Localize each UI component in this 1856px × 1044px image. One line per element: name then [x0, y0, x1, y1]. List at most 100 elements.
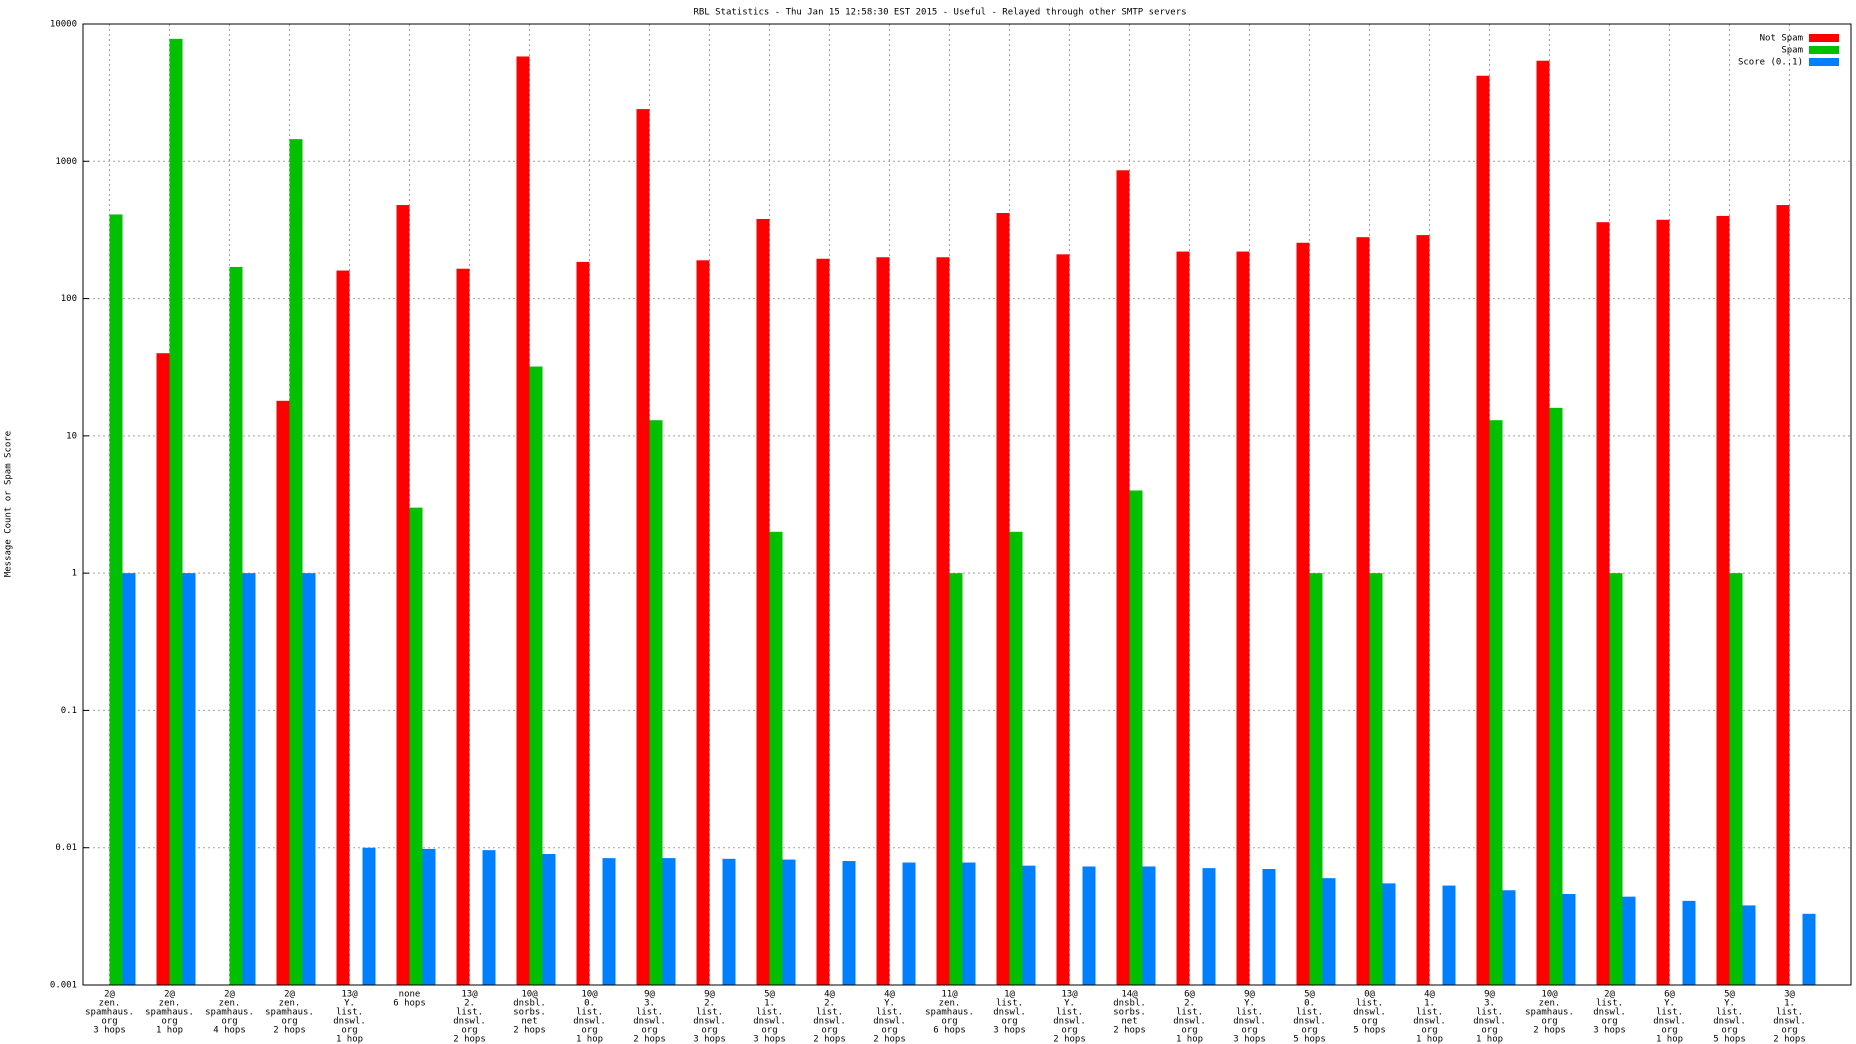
x-tick-label: org [461, 1026, 477, 1036]
bar [1382, 883, 1396, 985]
bar [242, 573, 256, 985]
bar [1009, 531, 1023, 985]
x-tick-label: 1@ [1004, 990, 1015, 1000]
bar [1022, 865, 1036, 985]
x-tick-label: zen. [99, 999, 121, 1009]
x-tick-label: list. [696, 1008, 723, 1018]
bar [1129, 490, 1143, 985]
legend-label: Not Spam [1760, 34, 1803, 44]
bar [1116, 170, 1130, 985]
bar [602, 858, 616, 985]
x-tick-label: list. [336, 1008, 363, 1018]
x-tick-label: 2. [464, 999, 475, 1009]
chart-title: RBL Statistics - Thu Jan 15 12:58:30 EST… [693, 8, 1186, 18]
bar [769, 531, 783, 985]
x-tick-label: 2 hops [633, 1035, 666, 1044]
x-tick-label: dnswl. [693, 1017, 726, 1027]
bar [782, 859, 796, 985]
bar [662, 858, 676, 985]
x-tick-label: dnswl. [1593, 1008, 1626, 1018]
x-tick-label: 1 hop [156, 1026, 183, 1036]
bar [1142, 866, 1156, 985]
x-tick-label: org [281, 1017, 297, 1027]
x-tick-label: 2 hops [873, 1035, 906, 1044]
x-tick-label: list. [1476, 1008, 1503, 1018]
x-tick-label: list. [1176, 1008, 1203, 1018]
bar [276, 400, 290, 985]
x-tick-label: org [1181, 1026, 1197, 1036]
x-tick-label: dnswl. [1173, 1017, 1206, 1027]
x-tick-label: dnsbl. [513, 999, 546, 1009]
x-tick-label: 4@ [1424, 990, 1435, 1000]
x-tick-label: 2 hops [273, 1026, 306, 1036]
x-tick-label: 3 hops [1233, 1035, 1266, 1044]
bar [1802, 913, 1816, 985]
bar [229, 266, 243, 985]
x-tick-label: 2. [704, 999, 715, 1009]
x-tick-label: 1 hop [1176, 1035, 1203, 1044]
x-tick-label: 10@ [581, 990, 598, 1000]
bar [482, 850, 496, 985]
x-tick-label: 13@ [461, 990, 478, 1000]
x-tick-label: 5 hops [1713, 1035, 1746, 1044]
x-tick-label: 0. [1304, 999, 1315, 1009]
y-tick-label: 100 [61, 294, 77, 304]
x-tick-label: 2 hops [453, 1035, 486, 1044]
x-tick-label: spamhaus. [85, 1008, 134, 1018]
bar [1549, 407, 1563, 986]
x-tick-label: dnsbl. [1113, 999, 1146, 1009]
x-tick-label: list. [636, 1008, 663, 1018]
x-tick-label: org [1001, 1017, 1017, 1027]
x-tick-label: spamhaus. [205, 1008, 254, 1018]
x-tick-label: dnswl. [1053, 1017, 1086, 1027]
x-tick-label: dnswl. [873, 1017, 906, 1027]
x-tick-label: 3@ [1784, 990, 1795, 1000]
bar [636, 109, 650, 986]
bar [529, 366, 543, 985]
x-tick-label: 2 hops [1533, 1026, 1566, 1036]
x-tick-label: dnswl. [1353, 1008, 1386, 1018]
x-tick-label: dnswl. [1713, 1017, 1746, 1027]
x-tick-label: sorbs. [513, 1008, 546, 1018]
x-tick-label: 13@ [1061, 990, 1078, 1000]
x-tick-label: org [821, 1026, 837, 1036]
x-tick-label: 3. [1484, 999, 1495, 1009]
bar [649, 420, 663, 985]
bar [876, 257, 890, 985]
x-tick-label: 5 hops [1353, 1026, 1386, 1036]
bar [289, 139, 303, 985]
x-tick-label: Y. [1244, 999, 1255, 1009]
x-tick-label: org [1241, 1026, 1257, 1036]
bar [996, 213, 1010, 986]
bar [1489, 420, 1503, 985]
x-tick-label: list. [816, 1008, 843, 1018]
legend-label: Score (0..1) [1738, 58, 1803, 68]
x-tick-label: 2. [824, 999, 835, 1009]
x-tick-label: 14@ [1121, 990, 1138, 1000]
bar [156, 353, 170, 986]
legend-swatch [1809, 46, 1839, 54]
x-tick-label: spamhaus. [925, 1008, 974, 1018]
x-tick-label: Y. [1724, 999, 1735, 1009]
legend-label: Spam [1781, 46, 1803, 56]
bar [842, 861, 856, 985]
x-tick-label: org [581, 1026, 597, 1036]
x-tick-label: spamhaus. [265, 1008, 314, 1018]
bar [1056, 254, 1070, 985]
x-tick-label: 10@ [1541, 990, 1558, 1000]
legend-swatch [1809, 58, 1839, 66]
bar [1309, 573, 1323, 985]
x-tick-label: org [1481, 1026, 1497, 1036]
x-tick-label: 6 hops [933, 1026, 966, 1036]
bar [1082, 866, 1096, 985]
bar [1729, 573, 1743, 985]
bar [722, 858, 736, 985]
x-tick-label: list. [576, 1008, 603, 1018]
x-tick-label: 0. [584, 999, 595, 1009]
bar [422, 848, 436, 985]
x-tick-label: org [341, 1026, 357, 1036]
x-tick-label: list. [1296, 1008, 1323, 1018]
bar [302, 573, 316, 985]
x-tick-label: Y. [1064, 999, 1075, 1009]
x-tick-label: org [1721, 1026, 1737, 1036]
